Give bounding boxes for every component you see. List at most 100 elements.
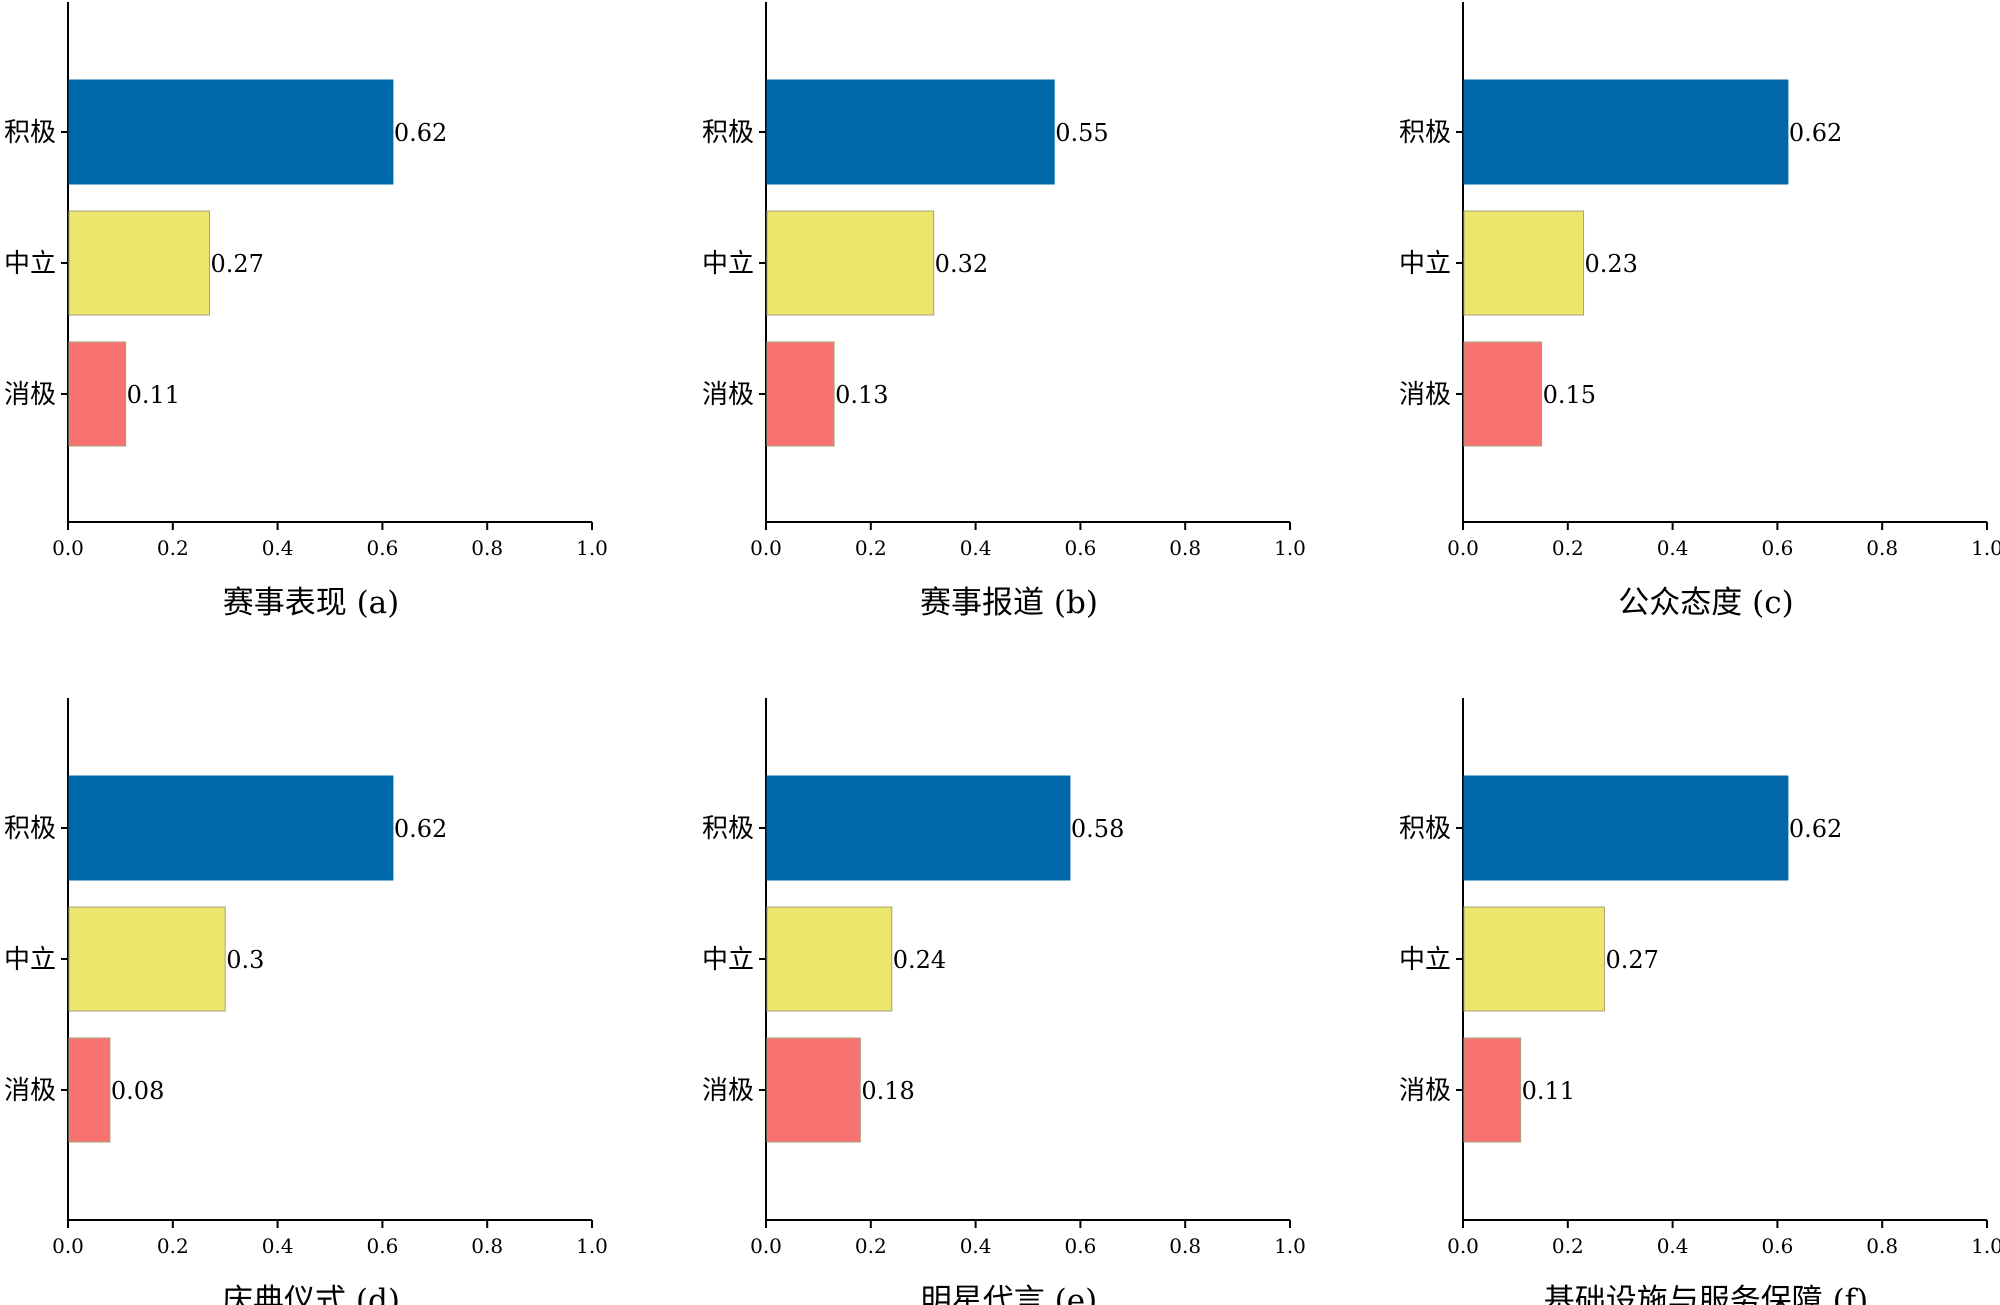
category-label: 消极 bbox=[4, 380, 56, 410]
chart-panel-3: 0.0 0.2 0.4 0.6 0.8 1.0 积极 0.62 中立 0.23 消极 0.15 公众态度… bbox=[1399, 2, 2000, 621]
x-tick-label: 0.0 bbox=[750, 1234, 782, 1258]
x-tick-label: 0.0 bbox=[750, 536, 782, 560]
chart-panel-1: 0.0 0.2 0.4 0.6 0.8 1.0 积极 0.62 中立 0.27 消极 0.11 赛事表现… bbox=[4, 2, 608, 621]
category-label: 积极 bbox=[4, 118, 56, 148]
x-tick-label: 1.0 bbox=[1274, 536, 1306, 560]
bar-positive bbox=[68, 79, 394, 185]
category-label: 中立 bbox=[1399, 945, 1451, 975]
chart-title: 赛事表现 (a) bbox=[223, 585, 400, 621]
value-label: 0.62 bbox=[1789, 119, 1842, 147]
value-label: 0.62 bbox=[394, 815, 447, 843]
bar-positive bbox=[766, 775, 1071, 881]
value-label: 0.08 bbox=[111, 1077, 164, 1105]
bar-positive bbox=[1463, 775, 1789, 881]
category-label: 积极 bbox=[1399, 814, 1451, 844]
value-label: 0.27 bbox=[210, 250, 263, 278]
bar-neutral bbox=[68, 906, 226, 1012]
category-label: 消极 bbox=[702, 1076, 754, 1106]
category-label: 中立 bbox=[4, 945, 56, 975]
x-tick-label: 0.6 bbox=[1064, 536, 1096, 560]
bar-negative bbox=[68, 341, 127, 447]
value-label: 0.55 bbox=[1055, 119, 1108, 147]
chart-title: 庆典仪式 (d) bbox=[222, 1283, 400, 1305]
x-tick-label: 0.4 bbox=[262, 1234, 294, 1258]
x-tick-label: 0.2 bbox=[157, 1234, 189, 1258]
x-tick-label: 0.8 bbox=[471, 536, 503, 560]
x-tick-label: 1.0 bbox=[576, 1234, 608, 1258]
x-tick-label: 0.4 bbox=[1657, 1234, 1689, 1258]
bar-neutral bbox=[68, 210, 210, 316]
x-tick-label: 0.8 bbox=[1866, 1234, 1898, 1258]
category-label: 消极 bbox=[4, 1076, 56, 1106]
chart-panel-4: 0.0 0.2 0.4 0.6 0.8 1.0 积极 0.62 中立 0.3 消极 0.08 庆典仪式 … bbox=[4, 698, 608, 1305]
bar-positive bbox=[68, 775, 394, 881]
x-tick-label: 0.6 bbox=[366, 536, 398, 560]
x-tick-label: 0.2 bbox=[855, 536, 887, 560]
value-label: 0.58 bbox=[1071, 815, 1124, 843]
x-tick-label: 0.2 bbox=[157, 536, 189, 560]
x-tick-label: 0.6 bbox=[366, 1234, 398, 1258]
value-label: 0.24 bbox=[893, 946, 946, 974]
value-label: 0.23 bbox=[1585, 250, 1638, 278]
x-tick-label: 0.6 bbox=[1761, 536, 1793, 560]
bar-positive bbox=[766, 79, 1055, 185]
value-label: 0.62 bbox=[1789, 815, 1842, 843]
chart-title: 赛事报道 (b) bbox=[920, 585, 1098, 621]
x-tick-label: 0.2 bbox=[1552, 1234, 1584, 1258]
category-label: 积极 bbox=[702, 118, 754, 148]
x-tick-label: 1.0 bbox=[1274, 1234, 1306, 1258]
bar-neutral bbox=[1463, 906, 1605, 1012]
bar-negative bbox=[766, 341, 835, 447]
x-tick-label: 0.8 bbox=[1169, 1234, 1201, 1258]
bar-negative bbox=[1463, 341, 1543, 447]
x-tick-label: 0.8 bbox=[1169, 536, 1201, 560]
chart-panel-2: 0.0 0.2 0.4 0.6 0.8 1.0 积极 0.55 中立 0.32 消极 0.13 赛事报道… bbox=[702, 2, 1306, 621]
x-tick-label: 0.0 bbox=[1447, 536, 1479, 560]
value-label: 0.32 bbox=[935, 250, 988, 278]
x-tick-label: 0.4 bbox=[1657, 536, 1689, 560]
bar-negative bbox=[68, 1037, 111, 1143]
x-tick-label: 0.6 bbox=[1064, 1234, 1096, 1258]
category-label: 积极 bbox=[1399, 118, 1451, 148]
x-tick-label: 0.8 bbox=[471, 1234, 503, 1258]
chart-panel-5: 0.0 0.2 0.4 0.6 0.8 1.0 积极 0.58 中立 0.24 消极 0.18 明星代言… bbox=[702, 698, 1306, 1305]
bar-neutral bbox=[766, 906, 893, 1012]
x-tick-label: 0.4 bbox=[262, 536, 294, 560]
value-label: 0.11 bbox=[127, 381, 180, 409]
category-label: 消极 bbox=[702, 380, 754, 410]
category-label: 中立 bbox=[702, 945, 754, 975]
chart-title: 基础设施与服务保障 (f) bbox=[1544, 1283, 1869, 1305]
bar-neutral bbox=[766, 210, 935, 316]
bar-negative bbox=[766, 1037, 861, 1143]
value-label: 0.11 bbox=[1522, 1077, 1575, 1105]
category-label: 消极 bbox=[1399, 1076, 1451, 1106]
chart-panel-6: 0.0 0.2 0.4 0.6 0.8 1.0 积极 0.62 中立 0.27 消极 0.11 基础设施… bbox=[1399, 698, 2000, 1305]
chart-title: 公众态度 (c) bbox=[1618, 585, 1793, 621]
x-tick-label: 0.4 bbox=[960, 1234, 992, 1258]
value-label: 0.3 bbox=[226, 946, 264, 974]
x-tick-label: 1.0 bbox=[576, 536, 608, 560]
value-label: 0.13 bbox=[835, 381, 888, 409]
category-label: 中立 bbox=[4, 249, 56, 279]
bar-negative bbox=[1463, 1037, 1522, 1143]
x-tick-label: 0.0 bbox=[52, 1234, 84, 1258]
x-tick-label: 0.2 bbox=[855, 1234, 887, 1258]
x-tick-label: 0.2 bbox=[1552, 536, 1584, 560]
category-label: 消极 bbox=[1399, 380, 1451, 410]
x-tick-label: 0.0 bbox=[52, 536, 84, 560]
x-tick-label: 0.6 bbox=[1761, 1234, 1793, 1258]
x-tick-label: 0.0 bbox=[1447, 1234, 1479, 1258]
x-tick-label: 0.8 bbox=[1866, 536, 1898, 560]
bar-positive bbox=[1463, 79, 1789, 185]
bar-neutral bbox=[1463, 210, 1585, 316]
value-label: 0.18 bbox=[861, 1077, 914, 1105]
value-label: 0.27 bbox=[1605, 946, 1658, 974]
category-label: 积极 bbox=[702, 814, 754, 844]
x-tick-label: 0.4 bbox=[960, 536, 992, 560]
chart-title: 明星代言 (e) bbox=[921, 1283, 1097, 1305]
category-label: 中立 bbox=[1399, 249, 1451, 279]
value-label: 0.15 bbox=[1543, 381, 1596, 409]
category-label: 积极 bbox=[4, 814, 56, 844]
value-label: 0.62 bbox=[394, 119, 447, 147]
